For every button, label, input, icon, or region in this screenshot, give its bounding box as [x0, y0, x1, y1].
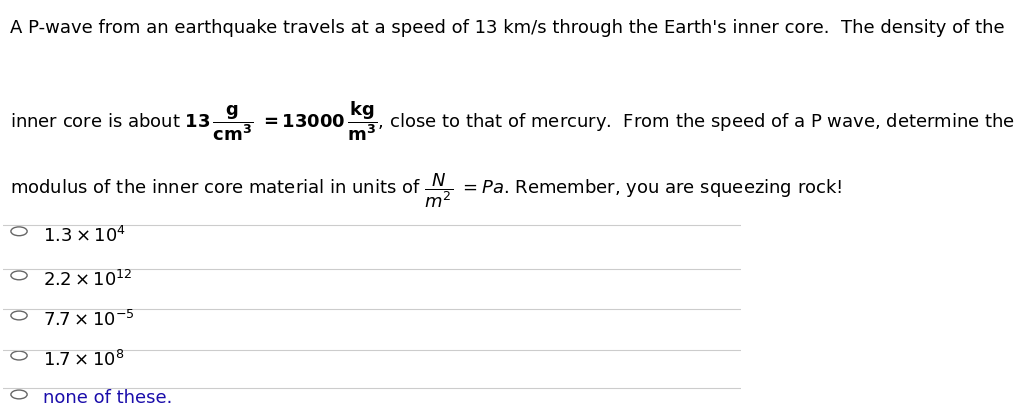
Text: A P-wave from an earthquake travels at a speed of 13 km/s through the Earth's in: A P-wave from an earthquake travels at a…: [10, 19, 1005, 37]
Text: inner core is about $\mathbf{13\,\dfrac{g}{cm^3}}$ $\mathbf{= 13000\,\dfrac{kg}{: inner core is about $\mathbf{13\,\dfrac{…: [10, 99, 1015, 143]
Text: $1.7 \times 10^{8}$: $1.7 \times 10^{8}$: [44, 350, 125, 370]
Text: $2.2 \times 10^{12}$: $2.2 \times 10^{12}$: [44, 270, 133, 290]
Text: $1.3 \times 10^{4}$: $1.3 \times 10^{4}$: [44, 226, 127, 246]
Text: none of these.: none of these.: [44, 389, 173, 407]
Text: modulus of the inner core material in units of $\dfrac{N}{m^2}$ $= \mathit{Pa}$.: modulus of the inner core material in un…: [10, 171, 842, 210]
Text: $7.7 \times 10^{-5}$: $7.7 \times 10^{-5}$: [44, 310, 135, 330]
